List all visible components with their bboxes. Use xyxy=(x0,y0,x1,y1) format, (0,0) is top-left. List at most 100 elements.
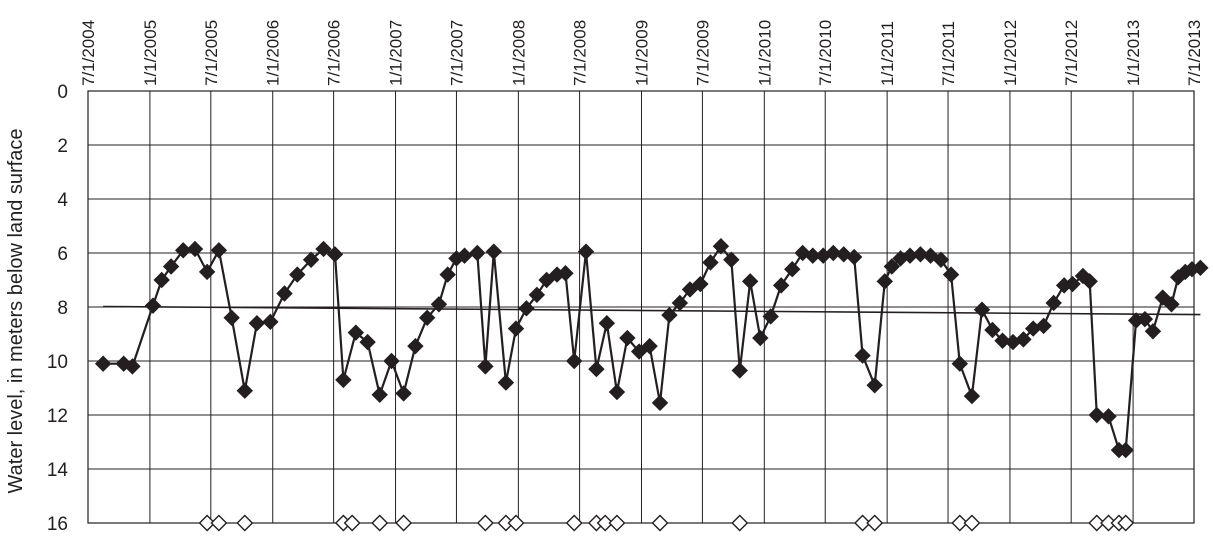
water-level-marker xyxy=(347,324,365,341)
y-tick-label: 8 xyxy=(57,298,68,319)
open-diamond-marker xyxy=(951,514,969,532)
water-level-marker xyxy=(210,242,228,259)
water-level-marker xyxy=(723,251,740,268)
water-level-marker xyxy=(262,313,279,331)
water-level-marker xyxy=(825,244,842,262)
water-level-marker xyxy=(1064,275,1081,293)
water-level-marker xyxy=(144,297,162,314)
open-diamond-marker xyxy=(507,514,525,532)
y-axis-title: Water level, in meters below land surfac… xyxy=(5,129,27,494)
x-tick-label: 7/1/2010 xyxy=(816,20,835,86)
water-level-marker xyxy=(619,329,636,347)
water-level-marker xyxy=(762,308,779,325)
water-level-marker xyxy=(302,251,320,268)
open-diamond-marker xyxy=(854,514,872,532)
y-tick-label: 12 xyxy=(47,406,68,427)
x-tick-label: 7/1/2005 xyxy=(202,20,221,86)
water-level-marker xyxy=(289,266,306,283)
water-level-marker xyxy=(588,360,605,378)
water-level-marker xyxy=(1015,331,1032,348)
open-diamond-marker xyxy=(210,514,228,532)
x-tick-label: 7/1/2004 xyxy=(79,20,98,86)
open-diamond-marker xyxy=(236,514,254,532)
open-diamond-marker xyxy=(731,514,749,532)
open-diamond-marker xyxy=(371,514,389,532)
x-tick-label: 1/1/2008 xyxy=(509,20,528,86)
y-tick-label: 14 xyxy=(47,460,69,481)
water-level-marker xyxy=(124,358,141,375)
open-diamond-marker xyxy=(198,514,216,532)
water-level-marker xyxy=(641,337,658,355)
water-level-marker xyxy=(566,352,583,370)
water-level-marker xyxy=(608,383,626,401)
water-level-marker xyxy=(236,382,254,399)
open-diamond-marker xyxy=(866,514,884,532)
water-level-marker xyxy=(854,347,871,364)
water-level-marker xyxy=(115,355,132,372)
water-level-marker xyxy=(1081,273,1098,290)
water-level-marker xyxy=(507,320,525,337)
water-level-marker xyxy=(186,240,204,258)
water-level-marker xyxy=(538,271,555,289)
open-diamond-marker xyxy=(651,514,669,532)
water-level-marker xyxy=(315,240,332,258)
open-diamond-marker xyxy=(963,514,981,532)
x-tick-label: 1/1/2012 xyxy=(1001,20,1020,86)
water-level-marker xyxy=(1192,259,1209,277)
x-tick-label: 7/1/2012 xyxy=(1062,20,1081,86)
water-level-marker xyxy=(692,275,709,293)
water-level-marker xyxy=(1088,406,1105,424)
water-level-marker xyxy=(984,321,1001,339)
y-tick-label: 10 xyxy=(47,352,68,373)
water-level-marker xyxy=(485,243,502,260)
water-level-marker xyxy=(326,246,344,263)
water-level-marker xyxy=(951,355,969,372)
water-level-marker xyxy=(371,386,388,403)
water-level-marker xyxy=(1117,441,1134,459)
water-level-marker xyxy=(784,260,801,278)
water-level-marker xyxy=(845,248,863,266)
open-diamond-marker xyxy=(608,514,626,532)
water-level-marker xyxy=(1163,296,1180,313)
water-level-marker xyxy=(430,296,448,313)
x-tick-label: 7/1/2013 xyxy=(1185,20,1204,86)
x-tick-labels: 7/1/2004 1/1/2005 7/1/2005 1/1/2006 7/1/2006… xyxy=(79,20,1204,86)
open-diamond-marker xyxy=(596,514,614,532)
open-diamond-marker xyxy=(476,514,494,532)
x-tick-label: 1/1/2010 xyxy=(755,20,774,86)
water-level-marker xyxy=(702,254,719,271)
y-tick-label: 2 xyxy=(57,136,68,157)
water-level-marker xyxy=(1154,289,1171,306)
water-level-marker xyxy=(712,238,730,255)
data-series xyxy=(94,238,1209,532)
water-level-marker xyxy=(162,258,180,275)
water-level-marker xyxy=(439,266,456,283)
water-level-marker xyxy=(223,309,240,327)
x-tick-label: 7/1/2006 xyxy=(325,20,344,86)
water-level-marker xyxy=(395,385,412,402)
x-tick-label: 7/1/2007 xyxy=(447,20,466,86)
open-diamond-marker xyxy=(1088,514,1106,532)
water-level-marker xyxy=(577,243,595,260)
x-tick-label: 1/1/2007 xyxy=(387,20,406,86)
trend-line xyxy=(103,305,1201,316)
y-tick-label: 16 xyxy=(47,514,68,535)
water-level-marker xyxy=(94,355,112,372)
water-level-marker xyxy=(741,273,759,290)
water-level-marker xyxy=(335,371,352,389)
x-tick-label: 1/1/2013 xyxy=(1124,20,1143,86)
water-level-marker xyxy=(731,362,748,379)
water-level-marker xyxy=(994,332,1011,349)
water-level-marker xyxy=(866,377,883,394)
water-level-marker xyxy=(407,337,424,355)
y-tick-label: 0 xyxy=(57,82,68,103)
x-tick-label: 7/1/2009 xyxy=(693,20,712,86)
water-level-marker xyxy=(912,246,929,263)
water-level-marker xyxy=(497,374,515,391)
y-tick-label: 6 xyxy=(57,244,68,265)
x-tick-label: 1/1/2005 xyxy=(141,20,160,86)
water-level-marker xyxy=(383,352,400,370)
open-diamond-marker xyxy=(343,514,361,532)
